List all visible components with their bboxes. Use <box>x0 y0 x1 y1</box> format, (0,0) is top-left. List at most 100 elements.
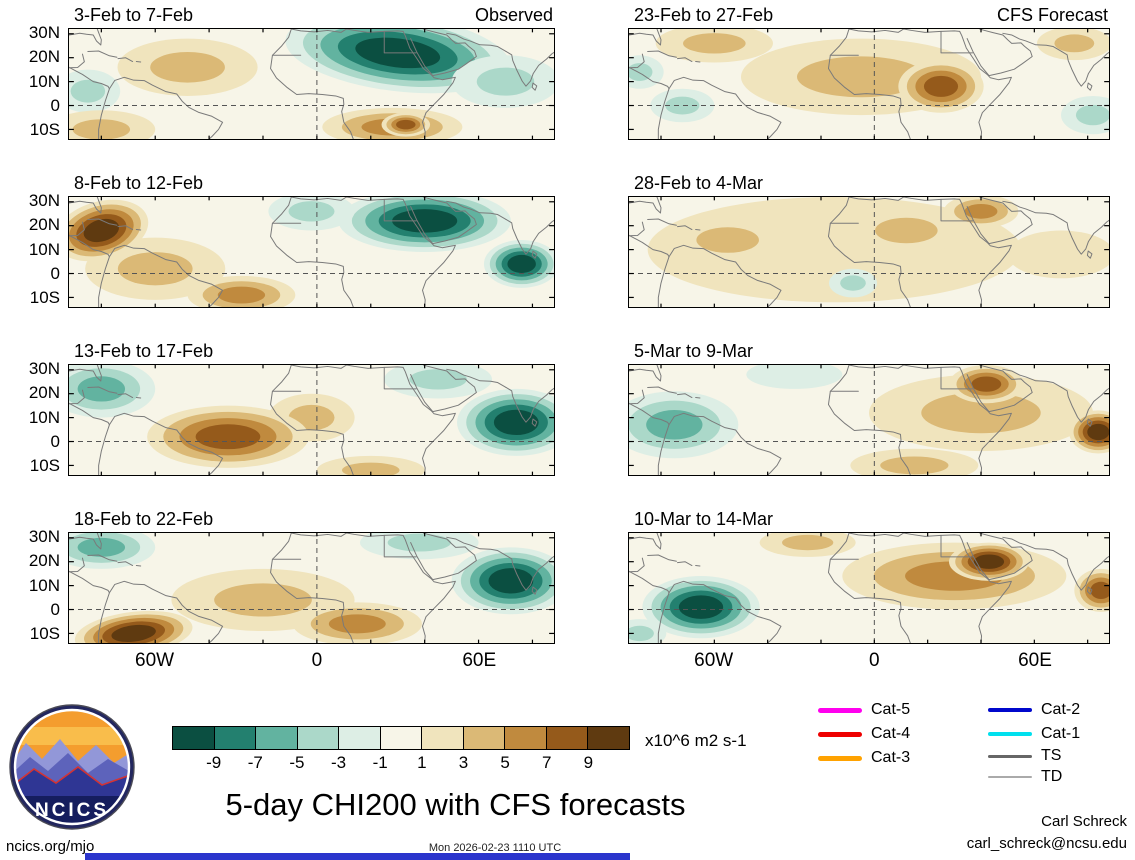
map-canvas <box>629 197 1109 307</box>
panel-title: 28-Feb to 4-Mar <box>634 173 764 193</box>
legend-label: Cat-2 <box>1041 701 1081 718</box>
colorbar-cell <box>339 727 381 749</box>
legend-row: Cat-3 <box>818 749 910 767</box>
map-panel <box>628 364 1110 476</box>
panel-title-row: 13-Feb to 17-Feb <box>68 338 555 362</box>
map-canvas <box>629 533 1109 643</box>
lat-tick-label: 10N <box>28 71 60 91</box>
panel-tag: CFS Forecast <box>996 5 1108 25</box>
map-panel <box>628 532 1110 644</box>
panel-title-row: 5-Mar to 9-Mar <box>628 338 1110 362</box>
legend-label: TS <box>1041 747 1062 764</box>
map-panel <box>68 364 555 476</box>
panel-title-row: 3-Feb to 7-Feb Observed <box>68 2 555 26</box>
legend-line-cat-1 <box>988 732 1032 736</box>
lat-tick-label: 10S <box>29 624 60 644</box>
legend-row: Cat-5 <box>818 701 910 719</box>
legend-row: Cat-2 <box>988 701 1080 719</box>
colorbar-cell <box>505 727 547 749</box>
lat-tick-label: 30N <box>28 22 60 42</box>
legend-line-ts <box>988 754 1032 758</box>
lon-tick-label: 60E <box>462 650 497 671</box>
lat-tick-label: 20N <box>28 47 60 67</box>
colorbar-tick-label: 3 <box>458 753 469 772</box>
map-canvas <box>69 533 554 643</box>
colorbar-cell <box>256 727 298 749</box>
colorbar <box>172 726 630 750</box>
colorbar-tick-label: 7 <box>541 753 552 772</box>
panel-title: 10-Mar to 14-Mar <box>634 509 774 529</box>
legend-line-cat-3 <box>818 755 862 761</box>
legend-row: TD <box>988 768 1062 786</box>
map-canvas <box>629 29 1109 139</box>
map-panel <box>68 196 555 308</box>
panel-title-row: 18-Feb to 22-Feb <box>68 506 555 530</box>
colorbar-tick-label: -3 <box>330 753 347 772</box>
lat-tick-label: 30N <box>28 526 60 546</box>
lat-tick-label: 0 <box>50 95 60 115</box>
legend-label: Cat-4 <box>871 725 911 742</box>
panel-title-row: 23-Feb to 27-Feb CFS Forecast <box>628 2 1110 26</box>
lat-tick-label: 10N <box>28 407 60 427</box>
legend-line-cat-4 <box>818 731 862 737</box>
lon-tick-label: 60W <box>135 650 175 671</box>
colorbar-cell <box>422 727 464 749</box>
legend-line-cat-2 <box>988 708 1032 712</box>
map-panel <box>68 28 555 140</box>
lat-tick-label: 0 <box>50 431 60 451</box>
colorbar-tick-label: -5 <box>289 753 305 772</box>
footer-timestamp: Mon 2026-02-23 1110 UTC <box>428 842 562 854</box>
lat-tick-label: 10S <box>29 120 60 140</box>
colorbar-tick-label: -1 <box>372 753 388 772</box>
panel-title-row: 8-Feb to 12-Feb <box>68 170 555 194</box>
lon-tick-label: 0 <box>311 650 323 671</box>
legend-label: Cat-1 <box>1041 725 1081 742</box>
footer-author: Carl Schreck <box>1041 813 1127 830</box>
lat-tick-label: 20N <box>28 383 60 403</box>
footer-email[interactable]: carl_schreck@ncsu.edu <box>966 835 1127 852</box>
lon-tick-label: 60W <box>694 650 734 671</box>
lat-tick-label: 10N <box>28 239 60 259</box>
ncics-logo: NCICS <box>9 704 135 830</box>
map-canvas <box>69 197 554 307</box>
legend-row: TS <box>988 747 1061 765</box>
legend-label: Cat-3 <box>871 749 911 766</box>
colorbar-tick-label: -9 <box>206 753 222 772</box>
colorbar-cell <box>463 727 506 749</box>
logo-text: NCICS <box>35 800 109 821</box>
bottom-blue-bar <box>85 853 630 860</box>
legend-line-td <box>988 776 1032 778</box>
panel-title: 8-Feb to 12-Feb <box>74 173 204 193</box>
legend-row: Cat-4 <box>818 725 910 743</box>
colorbar-units: x10^6 m2 s-1 <box>645 731 747 750</box>
colorbar-tick-label: 1 <box>417 753 427 772</box>
map-canvas <box>69 365 554 475</box>
colorbar-cell <box>214 727 257 749</box>
footer-site-link[interactable]: ncics.org/mjo <box>6 838 95 855</box>
panel-title-row: 10-Mar to 14-Mar <box>628 506 1110 530</box>
lat-tick-label: 30N <box>28 190 60 210</box>
lon-tick-label: 0 <box>869 650 880 671</box>
legend-row: Cat-1 <box>988 725 1080 743</box>
panel-title: 23-Feb to 27-Feb <box>634 5 774 25</box>
lat-tick-label: 10S <box>29 456 60 476</box>
legend-label: TD <box>1041 768 1063 785</box>
colorbar-tick-label: 9 <box>583 753 594 772</box>
panel-title: 13-Feb to 17-Feb <box>74 341 214 361</box>
panel-title-row: 28-Feb to 4-Mar <box>628 170 1110 194</box>
lat-tick-label: 10N <box>28 575 60 595</box>
map-canvas <box>69 29 554 139</box>
legend-label: Cat-5 <box>871 701 911 718</box>
map-panel <box>628 28 1110 140</box>
map-canvas <box>629 365 1109 475</box>
lat-tick-label: 20N <box>28 551 60 571</box>
lon-tick-label: 60E <box>1018 650 1052 671</box>
colorbar-tick-label: 5 <box>500 753 510 772</box>
map-panel <box>68 532 555 644</box>
panel-title: 18-Feb to 22-Feb <box>74 509 214 529</box>
colorbar-tick-label: -7 <box>247 753 263 772</box>
map-panel <box>628 196 1110 308</box>
colorbar-cell <box>546 727 589 749</box>
lat-tick-label: 30N <box>28 358 60 378</box>
colorbar-cell <box>380 727 423 749</box>
